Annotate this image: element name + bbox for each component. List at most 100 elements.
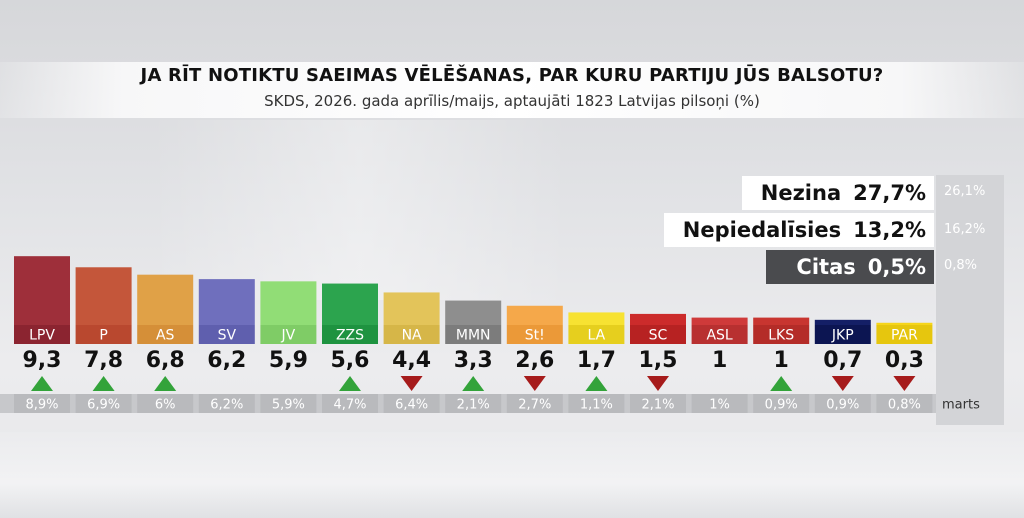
party-label: ZZS <box>336 328 364 344</box>
previous-value-label: 6,2% <box>210 398 243 413</box>
previous-value-bg <box>445 394 502 413</box>
value-label: 7,8 <box>84 348 123 373</box>
previous-value-bg <box>137 394 194 413</box>
party-label: AS <box>156 328 175 344</box>
trend-down-icon <box>831 376 854 391</box>
previous-value-label: 1,1% <box>580 398 613 413</box>
party-label-bg <box>753 325 810 344</box>
party-label: LPV <box>29 328 55 344</box>
previous-value-label: 0,9% <box>826 398 859 413</box>
party-label-bg <box>383 325 440 344</box>
side-stat-value: 27,7% <box>853 181 926 205</box>
previous-value-bg <box>506 394 563 413</box>
bar-p <box>75 267 132 325</box>
side-stat-label: Nepiedalīsies <box>682 218 842 242</box>
trend-down-icon <box>893 376 916 391</box>
background-decoration <box>150 120 570 300</box>
value-label: 1 <box>774 348 789 373</box>
party-label-bg <box>630 325 686 344</box>
trend-up-icon <box>770 376 793 391</box>
bar-st <box>506 305 563 325</box>
side-stat-previous: 26,1% <box>944 184 986 199</box>
previous-value-label: 6% <box>155 398 176 413</box>
value-label: 0,3 <box>885 348 924 373</box>
bar-lpv <box>14 256 70 325</box>
trend-down-icon <box>523 376 546 391</box>
previous-value-bg <box>322 394 378 413</box>
side-stat-citas: Citas 0,5% <box>766 250 934 284</box>
previous-value-label: 2,1% <box>641 398 674 413</box>
trend-up-icon <box>92 376 115 391</box>
chart-subtitle: SKDS, 2026. gada aprīlis/maijs, aptaujāt… <box>264 92 760 110</box>
party-label-bg <box>876 325 933 344</box>
party-label-bg <box>322 325 378 344</box>
previous-value-label: 5,9% <box>272 398 305 413</box>
previous-value-bg <box>691 394 748 413</box>
previous-value-bg <box>568 394 625 413</box>
trend-down-icon <box>647 376 669 391</box>
party-label-bg <box>506 325 563 344</box>
party-label-bg <box>568 325 625 344</box>
floor-decoration <box>0 432 1024 518</box>
previous-value-label: 2,1% <box>457 398 490 413</box>
value-label: 5,6 <box>331 348 370 373</box>
previous-value-bg <box>753 394 810 413</box>
party-label: SC <box>649 328 668 344</box>
party-label: LA <box>588 328 606 344</box>
party-label: SV <box>218 328 237 344</box>
party-label-bg <box>75 325 132 344</box>
side-stat-value: 0,5% <box>867 255 926 279</box>
bar-lks <box>753 317 810 325</box>
side-stat-label: Citas <box>796 255 856 279</box>
party-label-bg <box>814 325 871 344</box>
party-label: JV <box>281 328 296 344</box>
bar-jkp <box>814 319 871 325</box>
previous-value-label: 4,7% <box>333 398 366 413</box>
previous-value-bg <box>198 394 255 413</box>
title-band <box>0 62 1024 118</box>
value-label: 1 <box>712 348 727 373</box>
value-label: 4,4 <box>392 348 431 373</box>
value-label: 1,5 <box>639 348 678 373</box>
previous-value-bg <box>260 394 317 413</box>
value-label: 6,2 <box>207 348 246 373</box>
party-label: MMN <box>456 328 491 344</box>
previous-value-bg <box>876 394 933 413</box>
party-label-bg <box>14 325 70 344</box>
previous-value-label: 0,9% <box>765 398 798 413</box>
value-label: 9,3 <box>23 348 62 373</box>
party-label-bg <box>445 325 502 344</box>
previous-period-label: marts <box>942 398 980 413</box>
previous-value-label: 6,4% <box>395 398 428 413</box>
bar-sv <box>198 279 255 325</box>
party-label: LKS <box>768 328 794 344</box>
party-label-bg <box>137 325 194 344</box>
previous-value-bg <box>630 394 686 413</box>
trend-up-icon <box>339 376 361 391</box>
side-panel <box>936 175 1004 425</box>
previous-value-label: 0,8% <box>888 398 921 413</box>
trend-down-icon <box>400 376 423 391</box>
previous-value-bg <box>75 394 132 413</box>
previous-value-label: 8,9% <box>25 398 58 413</box>
bar-na <box>383 292 440 325</box>
bar-la <box>568 312 625 325</box>
side-stat-label: Nezina <box>760 181 842 205</box>
value-label: 5,9 <box>269 348 308 373</box>
value-label: 2,6 <box>515 348 554 373</box>
bar-asl <box>691 317 748 325</box>
previous-value-bg <box>14 394 70 413</box>
chart-title: JA RĪT NOTIKTU SAEIMAS VĒLĒŠANAS, PAR KU… <box>140 65 884 86</box>
side-stat-nezina: Nezina 27,7% <box>742 176 934 210</box>
trend-up-icon <box>462 376 485 391</box>
value-label: 3,3 <box>454 348 493 373</box>
bar-sc <box>630 313 686 325</box>
value-label: 6,8 <box>146 348 185 373</box>
previous-value-bg <box>383 394 440 413</box>
bar-par <box>876 322 933 325</box>
side-stat-value: 13,2% <box>853 218 926 242</box>
previous-value-label: 2,7% <box>518 398 551 413</box>
previous-value-bg <box>814 394 871 413</box>
bar-zzs <box>322 283 378 325</box>
